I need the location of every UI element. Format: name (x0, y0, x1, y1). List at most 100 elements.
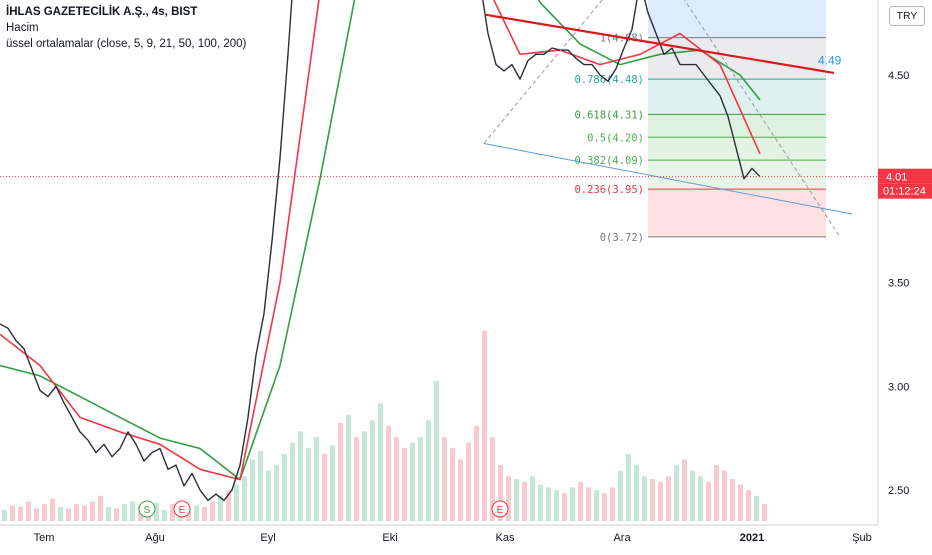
volume-bar (202, 507, 207, 521)
x-tick-label: Kas (496, 532, 515, 544)
volume-bar (546, 487, 551, 521)
fib-level-label: 0.618(4.31) (574, 109, 644, 121)
volume-bar (74, 504, 79, 521)
volume-bar (506, 476, 511, 521)
volume-bar (66, 508, 71, 521)
volume-bar (386, 425, 391, 521)
volume-bar (466, 442, 471, 521)
volume-bar (442, 437, 447, 521)
volume-bar (114, 508, 119, 521)
symbol-title[interactable]: İHLAS GAZETECİLİK A.Ş., 4s, BIST (6, 6, 198, 18)
volume-bar (514, 479, 519, 521)
volume-bar (762, 504, 767, 521)
volume-bar (330, 445, 335, 521)
volume-bar (258, 451, 263, 521)
volume-bar (98, 495, 103, 521)
volume-bar (338, 423, 343, 521)
volume-bar (50, 498, 55, 521)
volume-bar (674, 465, 679, 521)
volume-bar (634, 465, 639, 521)
volume-bar (706, 481, 711, 521)
ema-indicator-label[interactable]: üssel ortalamalar (close, 5, 9, 21, 50, … (6, 38, 247, 50)
volume-bar (2, 509, 7, 521)
volume-bar (410, 442, 415, 521)
series-lines (0, 0, 761, 502)
volume-bar (90, 501, 95, 521)
last-price-tag (878, 168, 932, 184)
volume-bar (10, 505, 15, 521)
volume-bar (18, 507, 23, 521)
trendline-value-label: 4.49 (818, 54, 842, 68)
fib-level-label: 0(3.72) (600, 232, 644, 244)
volume-bar (402, 448, 407, 521)
volume-bar (562, 493, 567, 521)
volume-bar (722, 470, 727, 521)
fib-zone (648, 189, 826, 237)
x-tick-label: Tem (34, 532, 55, 544)
volume-bar (234, 484, 239, 521)
x-tick-label: Eki (382, 532, 397, 544)
fib-level-label: 0.5(4.20) (587, 132, 644, 144)
y-tick-label: 4.50 (888, 70, 909, 82)
volume-bar (170, 504, 175, 521)
x-tick-label: Ara (613, 532, 631, 544)
volume-bar (602, 493, 607, 521)
volume-bar (482, 330, 487, 521)
volume-bar (682, 459, 687, 521)
volume-bar (58, 507, 63, 521)
price-line (0, 0, 761, 502)
volume-bar (154, 502, 159, 521)
volume-bar (298, 431, 303, 521)
volume-bar (666, 476, 671, 521)
event-marker (173, 500, 191, 518)
volume-bar (738, 484, 743, 521)
volume-bar (570, 487, 575, 521)
volume-bar (290, 442, 295, 521)
event-marker-label: E (179, 505, 186, 516)
volume-bar (450, 448, 455, 521)
volume-bar (610, 487, 615, 521)
x-tick-label: 2021 (740, 532, 764, 544)
volume-bar (218, 495, 223, 521)
y-tick-label: 3.50 (888, 278, 909, 290)
volume-bar (594, 490, 599, 521)
volume-bar (274, 465, 279, 521)
volume-bar (314, 437, 319, 521)
volume-bar (162, 509, 167, 521)
volume-bar (618, 470, 623, 521)
volume-bar (370, 420, 375, 521)
fib-zone (648, 137, 826, 161)
volume-bar (730, 479, 735, 521)
volume-bar (490, 437, 495, 521)
volume-bar (322, 453, 327, 521)
volume-bar (250, 459, 255, 521)
volume-bar (242, 476, 247, 521)
volume-bar (690, 470, 695, 521)
volume-indicator-label[interactable]: Hacim (6, 22, 39, 34)
volume-bar (194, 505, 199, 521)
currency-button[interactable]: TRY (889, 6, 925, 26)
countdown-tag (878, 183, 932, 199)
volume-bar (746, 490, 751, 521)
volume-bar (378, 403, 383, 521)
volume-bar (554, 490, 559, 521)
ema-slow-line (0, 0, 761, 481)
volume-bar (226, 490, 231, 521)
volume-bar (538, 484, 543, 521)
volume-bar (698, 476, 703, 521)
volume-bar (642, 476, 647, 521)
volume-bar (186, 508, 191, 521)
fib-level-label: 0.236(3.95) (574, 184, 644, 196)
volume-bar (362, 431, 367, 521)
chart-legend: İHLAS GAZETECİLİK A.Ş., 4s, BIST Hacim ü… (6, 4, 246, 52)
volume-bar (586, 487, 591, 521)
volume-bar (426, 420, 431, 521)
volume-bar (418, 437, 423, 521)
event-marker (491, 500, 509, 518)
volume-bar (354, 437, 359, 521)
fib-zone (648, 79, 826, 115)
